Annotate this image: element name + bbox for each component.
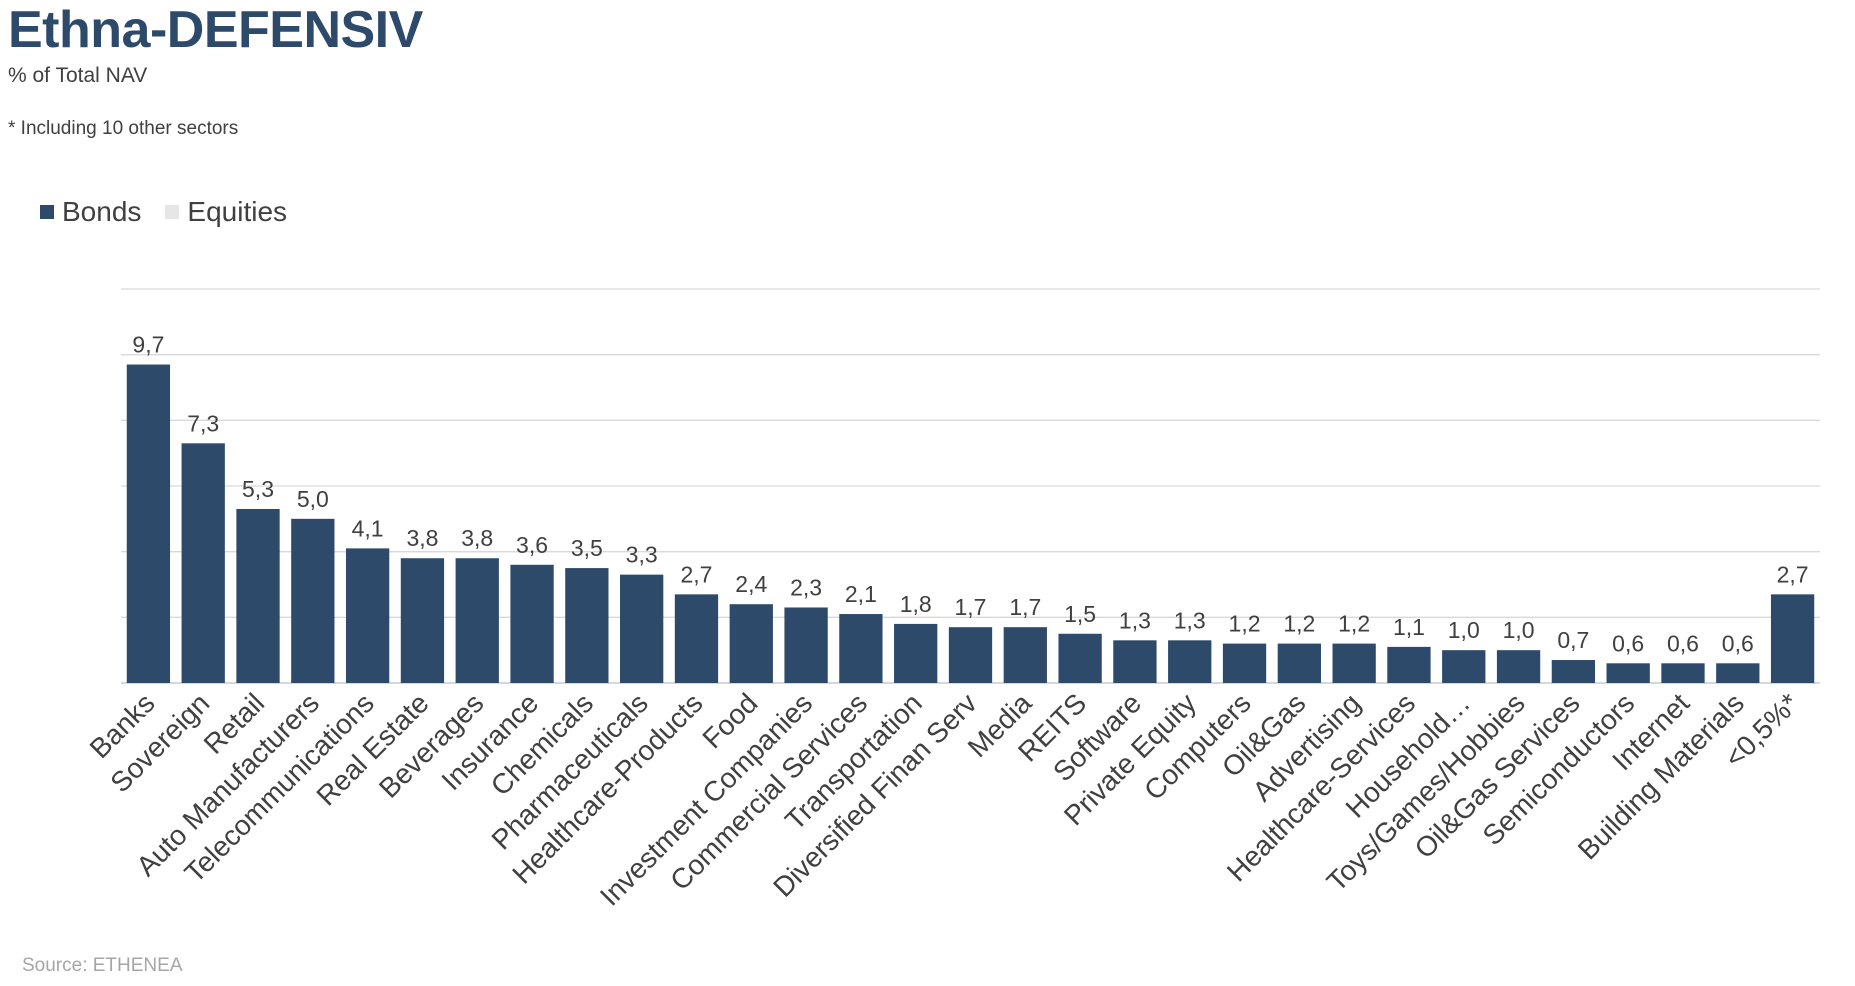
data-label: 0,6 <box>1722 630 1754 656</box>
bar <box>1442 650 1486 683</box>
bar <box>565 568 609 683</box>
bar <box>291 518 335 683</box>
data-label: 5,0 <box>297 486 329 512</box>
legend-swatch-equities <box>165 205 180 219</box>
bar <box>1770 594 1815 683</box>
bar <box>1113 640 1157 683</box>
data-label: 1,7 <box>1009 594 1041 620</box>
bar <box>1661 663 1705 683</box>
data-label: 4,1 <box>352 515 384 541</box>
data-label: 3,3 <box>626 542 658 568</box>
data-label: 1,7 <box>955 594 987 620</box>
chart-footnote: * Including 10 other sectors <box>8 118 239 139</box>
bar <box>729 604 773 683</box>
data-label: 9,7 <box>132 332 164 358</box>
bar <box>674 594 719 683</box>
bar <box>1003 627 1047 683</box>
data-label: 0,6 <box>1667 630 1699 656</box>
bar <box>894 623 938 683</box>
chart-title: Ethna-DEFENSIV <box>8 1 423 59</box>
data-label: 1,3 <box>1119 607 1151 633</box>
bar <box>620 574 664 683</box>
legend-label-equities: Equities <box>187 196 288 227</box>
bar <box>784 607 828 683</box>
bar <box>839 614 883 683</box>
bar <box>948 627 993 683</box>
data-label: 2,7 <box>680 561 712 587</box>
data-label: 5,3 <box>242 476 274 502</box>
legend-item-equities[interactable]: Equities <box>165 196 287 228</box>
data-label: 3,8 <box>461 525 493 551</box>
bar <box>455 558 499 683</box>
data-label: 1,8 <box>900 591 932 617</box>
bar <box>1606 663 1650 683</box>
bar <box>1058 633 1102 683</box>
bar <box>1168 640 1212 683</box>
data-label: 1,2 <box>1338 611 1370 637</box>
data-label: 0,6 <box>1612 630 1644 656</box>
legend-item-bonds[interactable]: Bonds <box>40 196 141 228</box>
data-label: 1,2 <box>1229 611 1261 637</box>
data-label: 3,6 <box>516 532 548 558</box>
data-label: 2,7 <box>1777 561 1809 587</box>
bar <box>1496 650 1541 683</box>
bar <box>1277 643 1321 683</box>
data-label: 7,3 <box>187 410 219 436</box>
legend-swatch-bonds <box>40 205 54 219</box>
bar <box>345 548 390 683</box>
bar <box>181 443 225 683</box>
bar <box>1387 646 1431 683</box>
data-label: 3,5 <box>571 535 603 561</box>
data-label: 2,3 <box>790 574 822 600</box>
bar <box>510 564 554 683</box>
data-label: 1,2 <box>1283 611 1315 637</box>
chart-legend: Bonds Equities <box>40 196 311 228</box>
data-label: 1,0 <box>1503 617 1535 643</box>
bar <box>236 508 280 683</box>
bar <box>1551 660 1596 683</box>
data-label: 1,0 <box>1448 617 1480 643</box>
bar <box>400 558 445 683</box>
source-note: Source: ETHENEA <box>22 955 183 976</box>
data-label: 0,7 <box>1557 627 1589 653</box>
chart-subtitle: % of Total NAV <box>8 64 148 87</box>
data-label: 2,1 <box>845 581 877 607</box>
bar <box>1716 663 1760 683</box>
data-label: 1,5 <box>1064 601 1096 627</box>
data-label: 1,3 <box>1174 607 1206 633</box>
data-label: 3,8 <box>406 525 438 551</box>
bar <box>1222 643 1267 683</box>
bar <box>126 364 171 683</box>
bar <box>1332 643 1376 683</box>
data-label: 2,4 <box>735 571 767 597</box>
legend-label-bonds: Bonds <box>62 196 142 227</box>
data-label: 1,1 <box>1393 614 1425 640</box>
